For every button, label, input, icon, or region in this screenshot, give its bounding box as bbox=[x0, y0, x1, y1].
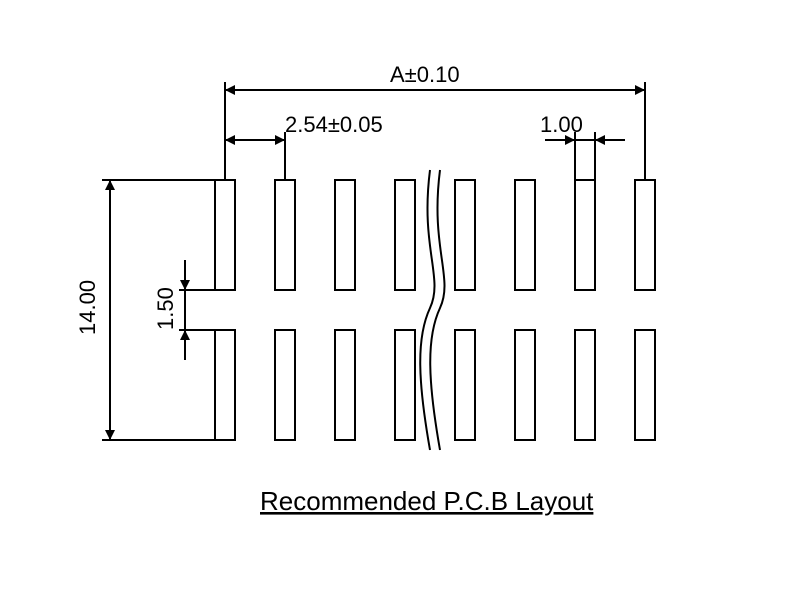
svg-text:14.00: 14.00 bbox=[75, 280, 100, 335]
svg-text:Recommended P.C.B Layout: Recommended P.C.B Layout bbox=[260, 486, 594, 516]
svg-text:A±0.10: A±0.10 bbox=[390, 62, 460, 87]
svg-text:2.54±0.05: 2.54±0.05 bbox=[285, 112, 383, 137]
pcb-layout-diagram: A±0.10 2.54±0.05 1.00 14.00 1.50 Recommended … bbox=[0, 0, 800, 600]
svg-text:1.50: 1.50 bbox=[153, 287, 178, 330]
svg-text:1.00: 1.00 bbox=[540, 112, 583, 137]
